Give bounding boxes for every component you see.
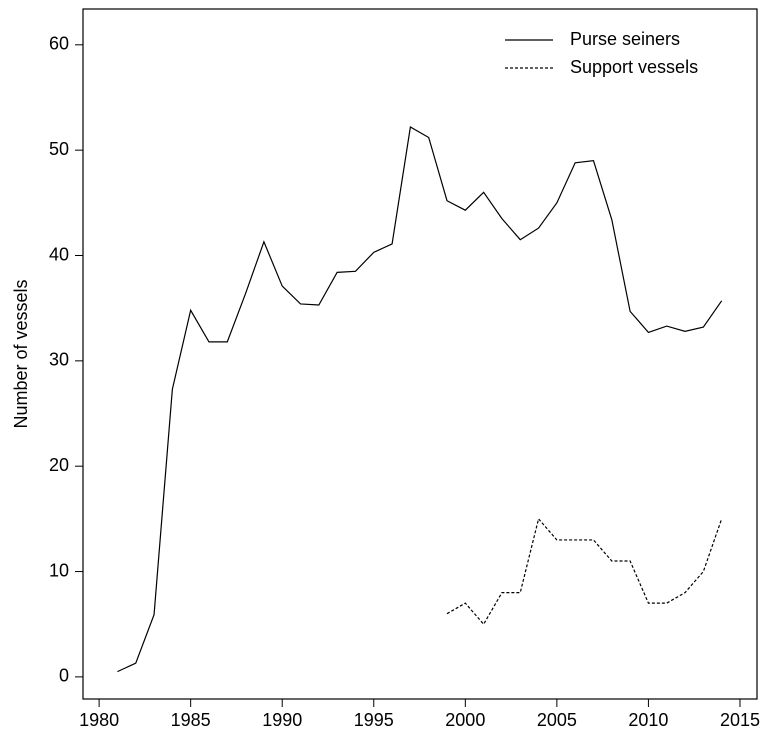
x-tick-label: 2015 — [720, 710, 760, 730]
x-tick-label: 1990 — [262, 710, 302, 730]
y-tick-label: 0 — [59, 666, 69, 686]
y-tick-label: 30 — [49, 350, 69, 370]
y-axis-label: Number of vessels — [11, 279, 31, 428]
y-tick-label: 10 — [49, 560, 69, 580]
series-line — [446, 517, 723, 626]
y-tick-label: 60 — [49, 34, 69, 54]
legend-label: Support vessels — [570, 57, 698, 77]
y-tick-label: 20 — [49, 455, 69, 475]
x-tick-label: 1995 — [354, 710, 394, 730]
x-tick-label: 2000 — [445, 710, 485, 730]
y-tick-label: 40 — [49, 244, 69, 264]
y-tick-label: 50 — [49, 139, 69, 159]
x-tick-label: 1985 — [171, 710, 211, 730]
x-tick-label: 2010 — [628, 710, 668, 730]
legend-label: Purse seiners — [570, 29, 680, 49]
plot-frame — [82, 8, 758, 700]
x-tick-label: 1980 — [79, 710, 119, 730]
series-line — [117, 126, 723, 673]
x-tick-label: 2005 — [537, 710, 577, 730]
